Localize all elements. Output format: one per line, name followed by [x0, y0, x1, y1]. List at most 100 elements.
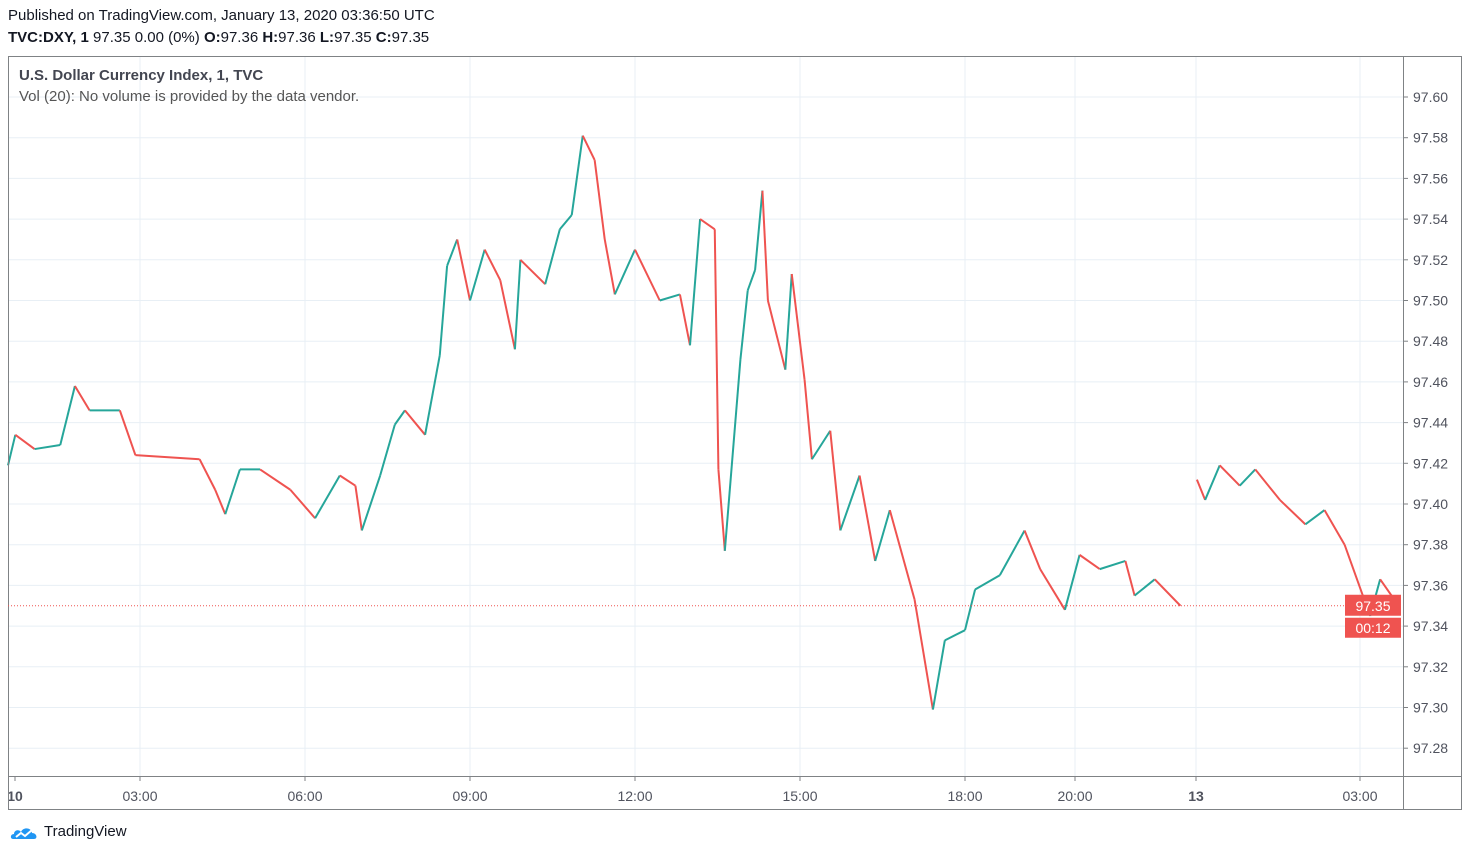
up-segment: [974, 574, 1001, 591]
down-segment: [214, 489, 227, 515]
up-segment: [659, 293, 681, 302]
y-tick-label: 97.46: [1413, 374, 1448, 390]
brand-name: TradingView: [44, 823, 127, 840]
down-segment: [1323, 509, 1346, 546]
up-segment: [613, 249, 636, 295]
x-tick-label: 03:00: [1342, 788, 1377, 804]
last-price-marker: 97.35 00:12: [8, 594, 1403, 638]
down-segment: [483, 249, 502, 281]
down-segment: [634, 249, 661, 301]
down-segment: [766, 300, 787, 370]
time-axis[interactable]: 10 03:00 06:00 09:00 12:00 15:00 18:00 20:00 13 0…: [7, 776, 1378, 804]
up-segment: [34, 443, 61, 451]
up-segment: [544, 229, 561, 285]
up-segment: [360, 475, 382, 531]
down-segment: [1079, 554, 1101, 570]
y-tick-label: 97.52: [1413, 252, 1448, 268]
up-segment: [1099, 560, 1126, 571]
chart-legend: U.S. Dollar Currency Index, 1, TVC Vol (…: [19, 67, 359, 105]
down-segment: [713, 229, 720, 470]
price-axis[interactable]: 97.28 97.30 97.32 97.34 97.36 97.38 97.40 97.42…: [1403, 89, 1448, 756]
last-price-label: 97.35: [1355, 598, 1390, 614]
up-segment: [1304, 509, 1326, 526]
up-segment: [964, 589, 977, 631]
down-segment: [913, 599, 934, 710]
up-segment: [739, 290, 749, 360]
open-value: 97.36: [220, 29, 259, 46]
down-segment: [581, 135, 596, 161]
tradingview-brand[interactable]: TradingView: [10, 823, 127, 840]
down-segment: [858, 475, 877, 562]
up-segment: [224, 469, 241, 515]
down-segment: [339, 474, 356, 487]
x-tick-label: 18:00: [947, 788, 982, 804]
down-segment: [499, 279, 516, 350]
down-segment: [14, 434, 36, 450]
down-segment: [829, 430, 842, 531]
ohlc-readout: TVC:DXY, 1 97.35 0.00 (0%) O:97.36 H:97.…: [8, 29, 429, 46]
down-segment: [1218, 464, 1241, 487]
chart-frame: [8, 56, 1462, 810]
down-segment: [289, 489, 316, 519]
up-segment: [746, 269, 757, 291]
last-price-badge: [1345, 594, 1401, 616]
open-label: O:: [203, 29, 221, 46]
down-segment: [678, 294, 691, 346]
y-tick-label: 97.48: [1413, 333, 1448, 349]
down-segment: [1023, 530, 1042, 570]
grid: [8, 56, 1403, 776]
x-tick-label: 12:00: [617, 788, 652, 804]
down-segment: [1379, 578, 1394, 599]
y-tick-label: 97.50: [1413, 293, 1448, 309]
up-segment: [559, 214, 573, 230]
countdown-badge: [1345, 617, 1401, 638]
up-segment: [570, 135, 584, 216]
up-segment: [446, 239, 459, 267]
up-segment: [723, 359, 742, 551]
down-segment: [404, 409, 426, 436]
down-segment: [519, 259, 546, 285]
down-segment: [1154, 578, 1182, 607]
up-segment: [1204, 464, 1221, 501]
down-segment: [1124, 560, 1136, 596]
x-tick-label: 20:00: [1057, 788, 1092, 804]
down-segment: [803, 379, 813, 460]
down-segment: [354, 485, 363, 531]
up-segment: [438, 265, 449, 356]
price-change: 97.35 0.00 (0%): [93, 29, 200, 46]
y-tick-label: 97.36: [1413, 577, 1448, 593]
up-segment: [839, 475, 861, 531]
down-segment: [118, 410, 137, 456]
x-tick-label: 06:00: [287, 788, 322, 804]
volume-note: Vol (20): No volume is provided by the d…: [19, 88, 360, 105]
up-segment: [944, 629, 966, 642]
x-tick-label: 15:00: [782, 788, 817, 804]
y-tick-label: 97.30: [1413, 700, 1448, 716]
up-segment: [784, 273, 793, 370]
down-segment: [135, 454, 200, 461]
y-tick-label: 97.60: [1413, 89, 1448, 105]
y-tick-label: 97.42: [1413, 455, 1448, 471]
x-tick-label: 10: [7, 788, 23, 804]
down-segment: [1279, 499, 1307, 526]
down-segment: [603, 239, 616, 295]
down-segment: [717, 469, 726, 551]
down-segment: [1195, 479, 1207, 501]
y-tick-label: 97.28: [1413, 740, 1448, 756]
up-segment: [1239, 468, 1256, 487]
up-segment: [1063, 554, 1081, 611]
x-tick-label: 09:00: [452, 788, 487, 804]
up-segment: [998, 529, 1026, 576]
close-value: 97.35: [391, 29, 430, 46]
y-tick-label: 97.32: [1413, 659, 1448, 675]
x-tick-label: 13: [1188, 788, 1204, 804]
down-segment: [1039, 568, 1066, 611]
low-label: L:: [319, 29, 335, 46]
up-segment: [394, 409, 406, 426]
up-segment: [7, 434, 17, 466]
down-segment: [790, 273, 806, 380]
up-segment: [424, 355, 441, 435]
down-segment: [593, 159, 606, 240]
countdown-label: 00:12: [1355, 620, 1390, 636]
